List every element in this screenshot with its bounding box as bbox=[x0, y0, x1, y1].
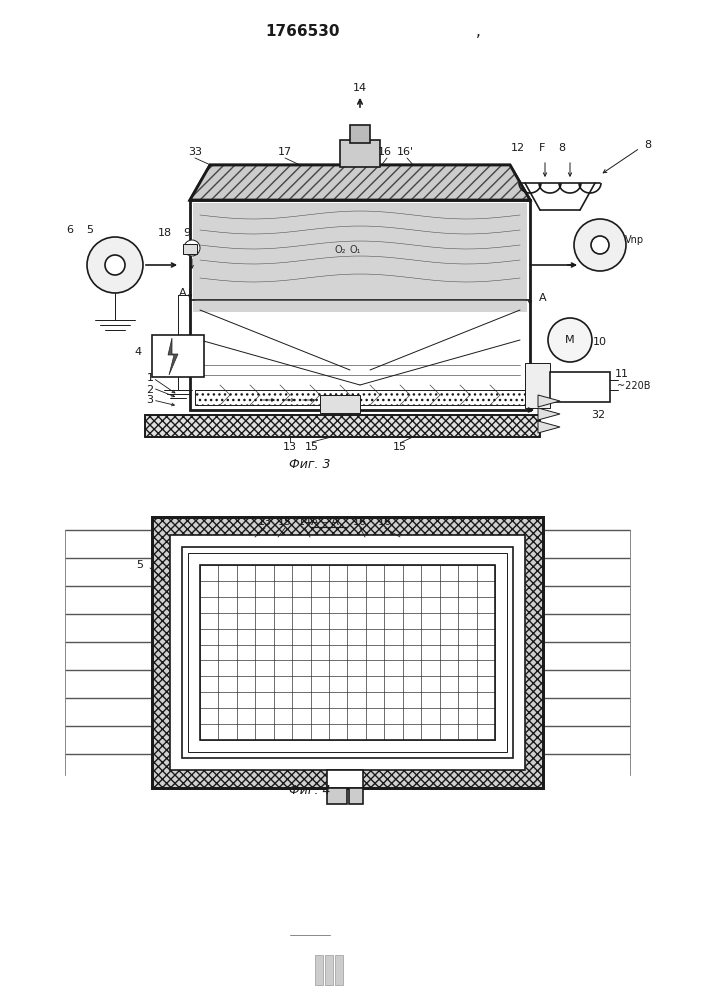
Bar bbox=[200, 565, 495, 740]
Text: 10: 10 bbox=[593, 337, 607, 347]
Polygon shape bbox=[538, 421, 560, 433]
Text: ,: , bbox=[476, 24, 481, 39]
Text: 5: 5 bbox=[86, 225, 93, 235]
Bar bbox=[145, 415, 540, 437]
Text: 1: 1 bbox=[146, 373, 153, 383]
Bar bbox=[188, 553, 507, 752]
Text: F: F bbox=[539, 143, 545, 153]
Circle shape bbox=[184, 240, 200, 256]
Text: Vnp: Vnp bbox=[625, 235, 644, 245]
Polygon shape bbox=[538, 395, 560, 407]
Text: 1766530: 1766530 bbox=[266, 24, 340, 39]
Bar bbox=[152, 517, 543, 788]
Bar bbox=[550, 372, 610, 402]
Text: O₁: O₁ bbox=[349, 245, 361, 255]
Text: 16': 16' bbox=[397, 147, 414, 157]
Text: 8: 8 bbox=[559, 143, 566, 153]
Text: 13: 13 bbox=[283, 442, 297, 452]
Text: 17: 17 bbox=[278, 147, 292, 157]
Bar bbox=[340, 140, 380, 167]
Text: 3: 3 bbox=[146, 395, 153, 405]
Polygon shape bbox=[168, 338, 178, 375]
Text: 11: 11 bbox=[615, 369, 629, 379]
Text: A: A bbox=[179, 288, 187, 298]
Text: 15: 15 bbox=[393, 442, 407, 452]
Text: Фиг. 3: Фиг. 3 bbox=[289, 458, 331, 472]
Bar bbox=[190, 200, 530, 410]
Text: 8: 8 bbox=[645, 140, 652, 150]
Text: 4: 4 bbox=[134, 347, 141, 357]
Circle shape bbox=[548, 318, 592, 362]
Text: 14: 14 bbox=[298, 517, 312, 527]
Text: 33: 33 bbox=[188, 147, 202, 157]
Text: 15: 15 bbox=[278, 517, 292, 527]
Circle shape bbox=[105, 255, 125, 275]
Bar bbox=[152, 517, 543, 788]
Text: 18: 18 bbox=[158, 228, 172, 238]
Circle shape bbox=[591, 236, 609, 254]
Text: A: A bbox=[539, 293, 547, 303]
Bar bbox=[200, 565, 495, 740]
Text: 13: 13 bbox=[258, 517, 272, 527]
Bar bbox=[320, 395, 360, 413]
Text: 15: 15 bbox=[305, 442, 319, 452]
Bar bbox=[145, 415, 540, 437]
Bar bbox=[182, 547, 513, 758]
Text: 14: 14 bbox=[353, 83, 367, 93]
Circle shape bbox=[574, 219, 626, 271]
Text: 2: 2 bbox=[146, 385, 153, 395]
Text: 16: 16 bbox=[378, 517, 392, 527]
Polygon shape bbox=[538, 408, 560, 420]
Text: O₂: O₂ bbox=[334, 245, 346, 255]
Text: M: M bbox=[565, 335, 575, 345]
Bar bbox=[315, 955, 323, 985]
Polygon shape bbox=[190, 165, 530, 200]
Text: 12: 12 bbox=[511, 143, 525, 153]
Bar bbox=[525, 363, 550, 408]
Bar bbox=[183, 244, 197, 254]
Text: 5: 5 bbox=[136, 560, 144, 570]
Circle shape bbox=[87, 237, 143, 293]
Polygon shape bbox=[190, 165, 530, 200]
Text: ~220B: ~220B bbox=[617, 381, 650, 391]
Text: 16: 16 bbox=[353, 517, 367, 527]
Bar bbox=[335, 955, 343, 985]
Text: 16: 16 bbox=[378, 147, 392, 157]
Bar bbox=[195, 390, 525, 405]
Text: Фиг. 4: Фиг. 4 bbox=[289, 784, 331, 796]
Bar bbox=[325, 955, 333, 985]
Bar bbox=[349, 788, 363, 804]
Bar bbox=[327, 770, 363, 788]
Text: 9: 9 bbox=[183, 228, 191, 238]
Bar bbox=[350, 125, 370, 143]
Text: 6: 6 bbox=[66, 225, 74, 235]
Bar bbox=[152, 335, 204, 377]
Text: 32: 32 bbox=[591, 410, 605, 420]
Bar bbox=[170, 535, 525, 770]
Bar bbox=[193, 203, 527, 312]
Text: A – A: A – A bbox=[311, 517, 339, 527]
Bar bbox=[327, 788, 347, 804]
